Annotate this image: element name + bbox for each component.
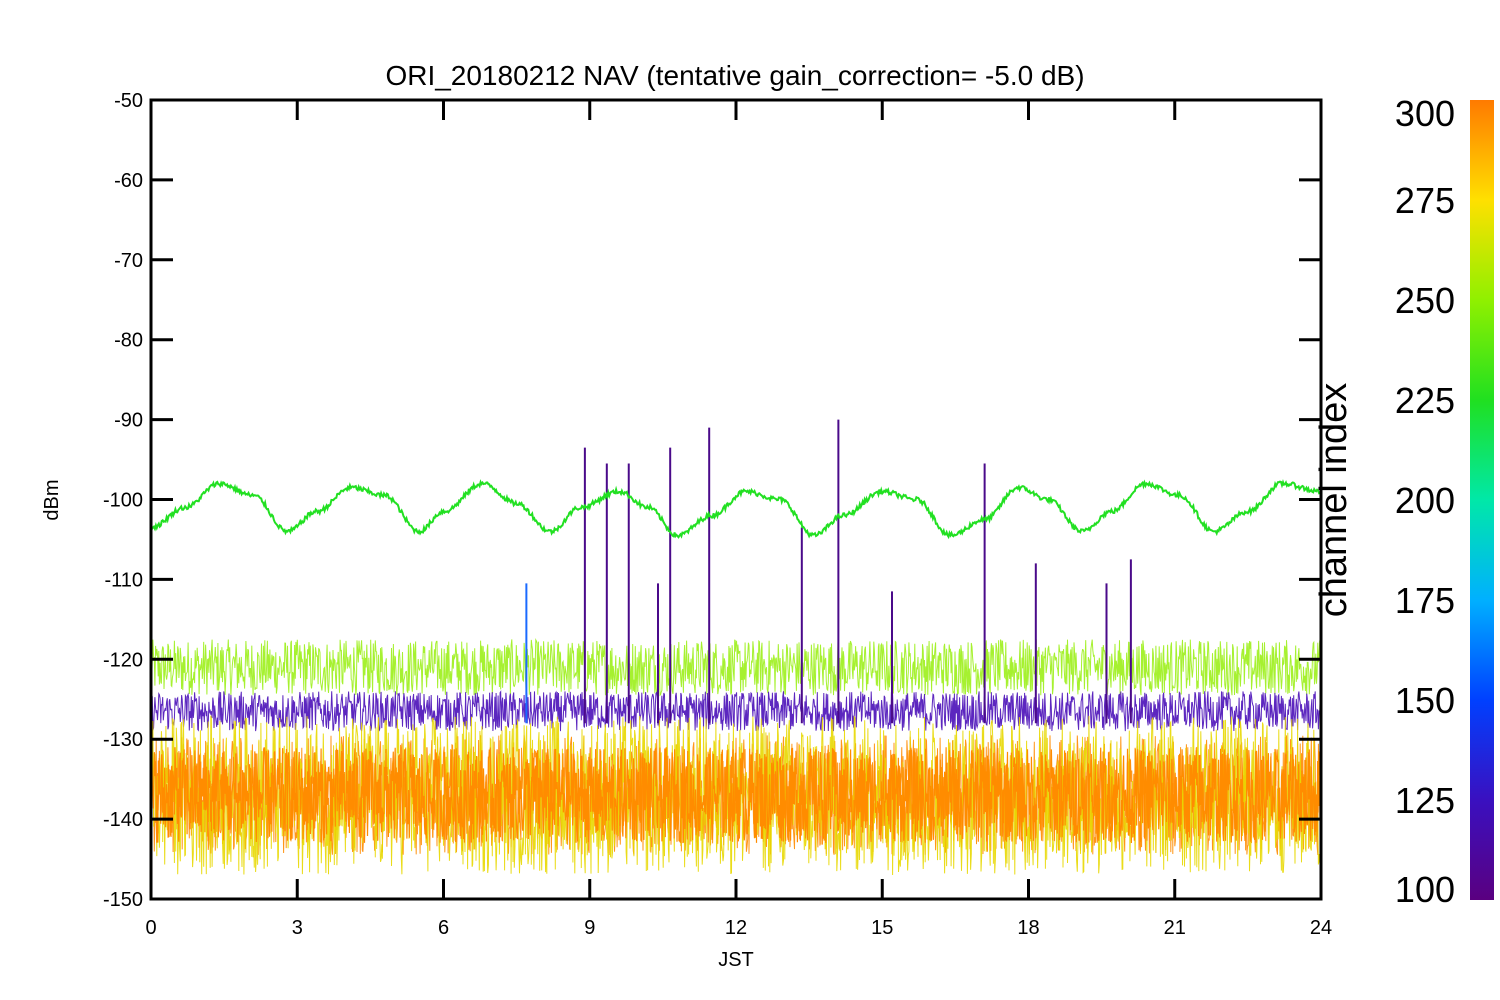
x-tick-label: 0 [145,917,156,939]
colorbar-tick-label: 250 [1395,280,1455,321]
x-tick-label: 3 [292,917,303,939]
y-tick-label: -100 [103,490,143,512]
plot-area [151,419,1321,876]
x-tick-label: 12 [725,917,747,939]
y-tick-label: -70 [114,250,143,272]
y-tick-label: -140 [103,809,143,831]
colorbar-tick-label: 275 [1395,180,1455,221]
series-band-ch285-core [151,747,1321,844]
colorbar-tick-label: 175 [1395,580,1455,621]
series-band-ch110 [151,690,1321,732]
colorbar [1470,100,1494,900]
x-tick-label: 24 [1310,917,1332,939]
y-tick-label: -50 [114,90,143,112]
x-axis-label: JST [718,949,754,971]
y-axis: -50 -60 -70 -80 -90 -100 -110 -120 -130 -140 -150 [103,90,1321,911]
series-band-ch270 [151,715,1321,876]
y-axis-label: dBm [41,479,63,520]
colorbar-tick-label: 300 [1395,93,1455,134]
x-tick-label: 21 [1164,917,1186,939]
x-tick-label: 18 [1017,917,1039,939]
y-tick-label: -120 [103,649,143,671]
y-tick-label: -90 [114,410,143,432]
chart-title: ORI_20180212 NAV (tentative gain_correct… [385,60,1084,91]
colorbar-tick-label: 200 [1395,480,1455,521]
y-tick-label: -150 [103,889,143,911]
colorbar-tick-label: 225 [1395,380,1455,421]
x-axis: 0 3 6 9 12 15 18 21 24 [145,100,1332,939]
x-tick-label: 15 [871,917,893,939]
y-tick-label: -80 [114,330,143,352]
series-band-ch255 [151,638,1321,697]
colorbar-ticks: 100 125 150 175 200 225 250 275 300 [1395,93,1455,910]
colorbar-title: channel index [1313,383,1355,618]
series-band-ch285 [151,735,1321,856]
colorbar-tick-label: 125 [1395,780,1455,821]
y-tick-label: -110 [104,569,143,591]
y-tick-label: -130 [103,729,143,751]
x-tick-label: 9 [584,917,595,939]
colorbar-tick-label: 150 [1395,680,1455,721]
series-line-ch230 [151,479,1321,540]
x-tick-label: 6 [438,917,449,939]
colorbar-tick-label: 100 [1395,869,1455,910]
y-tick-label: -60 [114,170,143,192]
